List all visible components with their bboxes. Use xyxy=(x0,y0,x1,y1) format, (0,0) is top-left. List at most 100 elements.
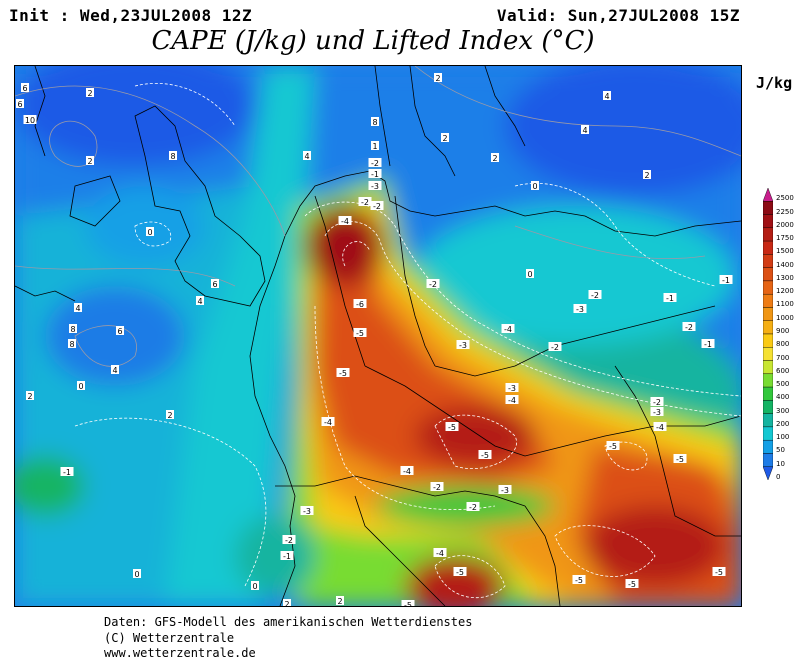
li-label-box xyxy=(16,99,24,108)
li-label: -2 xyxy=(433,483,441,492)
li-label-box xyxy=(430,482,444,491)
footer: Daten: GFS-Modell des amerikanischen Wet… xyxy=(104,615,472,662)
li-label: -3 xyxy=(576,305,584,314)
li-label: -2 xyxy=(373,202,381,211)
li-label: 0 xyxy=(527,270,532,279)
li-label-box xyxy=(74,303,82,312)
li-label: 4 xyxy=(112,366,117,375)
colorbar-tick-label: 2500 xyxy=(776,194,794,203)
li-label: 2 xyxy=(644,171,649,180)
colorbar-tick-label: 700 xyxy=(776,353,790,362)
li-label-box xyxy=(368,158,382,167)
li-label-box xyxy=(526,269,534,278)
colorbar-cell xyxy=(762,413,774,428)
li-label: -4 xyxy=(341,217,349,226)
li-label: -1 xyxy=(371,170,379,179)
li-label: 8 xyxy=(170,152,175,161)
li-label-box xyxy=(643,170,651,179)
footer-copyright: (C) Wetterzentrale xyxy=(104,630,235,645)
colorbar-cell xyxy=(762,227,774,242)
li-label-box xyxy=(338,216,352,225)
li-label-box xyxy=(712,567,726,576)
colorbar-cell xyxy=(762,426,774,441)
li-label: 2 xyxy=(337,597,342,606)
colorbar-cell xyxy=(762,373,774,388)
li-label: -4 xyxy=(508,396,516,405)
li-label: -6 xyxy=(356,300,364,309)
li-label-box xyxy=(663,293,677,302)
li-label-box xyxy=(588,290,602,299)
colorbar-cell xyxy=(762,439,774,454)
li-label: 0 xyxy=(252,582,257,591)
colorbar-tick-label: 800 xyxy=(776,340,790,349)
li-label-box xyxy=(531,181,539,190)
li-label: 4 xyxy=(197,297,202,306)
li-label: 8 xyxy=(372,118,377,127)
li-label: 2 xyxy=(87,157,92,166)
li-label-box xyxy=(368,181,382,190)
colorbar-tick-label: 10 xyxy=(776,459,785,468)
li-label: -5 xyxy=(575,576,583,585)
li-label: 0 xyxy=(134,570,139,579)
colorbar-cell xyxy=(762,187,774,202)
weather-map: 6 6 10 2 2 8 0 6 4 4 8 6 8 4 0 2 2 -1 0 0 2 2 2 4 4 2 2 8 4 2 1 -2 -1 -3 0… xyxy=(14,65,742,607)
li-label: -2 xyxy=(371,159,379,168)
li-label: -2 xyxy=(469,503,477,512)
colorbar-tick-label: 1750 xyxy=(776,234,794,243)
li-label: -2 xyxy=(653,398,661,407)
li-label: -1 xyxy=(704,340,712,349)
li-label: -5 xyxy=(356,329,364,338)
li-label-box xyxy=(146,227,154,236)
li-label-box xyxy=(501,324,515,333)
li-label-box xyxy=(581,125,589,134)
li-label-box xyxy=(371,117,379,126)
li-label: -1 xyxy=(63,468,71,477)
colorbar-tick-label: 1400 xyxy=(776,260,794,269)
colorbar-tick-label: 0 xyxy=(776,473,781,481)
li-label-box xyxy=(478,450,492,459)
li-label: -2 xyxy=(591,291,599,300)
li-label: -5 xyxy=(628,580,636,589)
li-label: -5 xyxy=(339,369,347,378)
colorbar-tick-label: 300 xyxy=(776,406,790,415)
colorbar-cell xyxy=(762,201,774,215)
li-label: -3 xyxy=(303,507,311,516)
colorbar-cell xyxy=(762,293,774,308)
li-label: 0 xyxy=(78,382,83,391)
li-label: -3 xyxy=(371,182,379,191)
colorbar-cell xyxy=(762,267,774,282)
li-label-box xyxy=(498,485,512,494)
footer-source: Daten: GFS-Modell des amerikanischen Wet… xyxy=(104,615,473,629)
li-label-box xyxy=(196,296,204,305)
li-label: 4 xyxy=(582,126,587,135)
li-label: 0 xyxy=(147,228,152,237)
li-label: -5 xyxy=(448,423,456,432)
li-label: 8 xyxy=(70,325,75,334)
colorbar-cell xyxy=(762,240,774,255)
li-label: -4 xyxy=(504,325,512,334)
colorbar-cell xyxy=(762,360,774,375)
li-label-box xyxy=(548,342,562,351)
li-label: 2 xyxy=(492,154,497,163)
li-label: -4 xyxy=(656,423,664,432)
li-label-box xyxy=(169,151,177,160)
colorbar-tick-label: 400 xyxy=(776,393,790,402)
li-label: -4 xyxy=(403,467,411,476)
li-label-box xyxy=(573,304,587,313)
colorbar-tick-label: 1100 xyxy=(776,300,794,309)
li-label: -1 xyxy=(283,552,291,561)
li-label-box xyxy=(86,88,94,97)
li-label: 2 xyxy=(284,600,289,606)
colorbar-cell xyxy=(762,280,774,295)
li-label: 2 xyxy=(167,411,172,420)
li-label-box xyxy=(353,328,367,337)
li-label-box xyxy=(505,383,519,392)
li-label: 0 xyxy=(532,182,537,191)
li-label: -1 xyxy=(666,294,674,303)
li-label-box xyxy=(445,422,459,431)
li-label-box xyxy=(370,201,384,210)
li-label-box xyxy=(650,407,664,416)
li-label-box xyxy=(426,279,440,288)
footer-url: www.wetterzentrale.de xyxy=(104,646,256,660)
li-label-box xyxy=(466,502,480,511)
